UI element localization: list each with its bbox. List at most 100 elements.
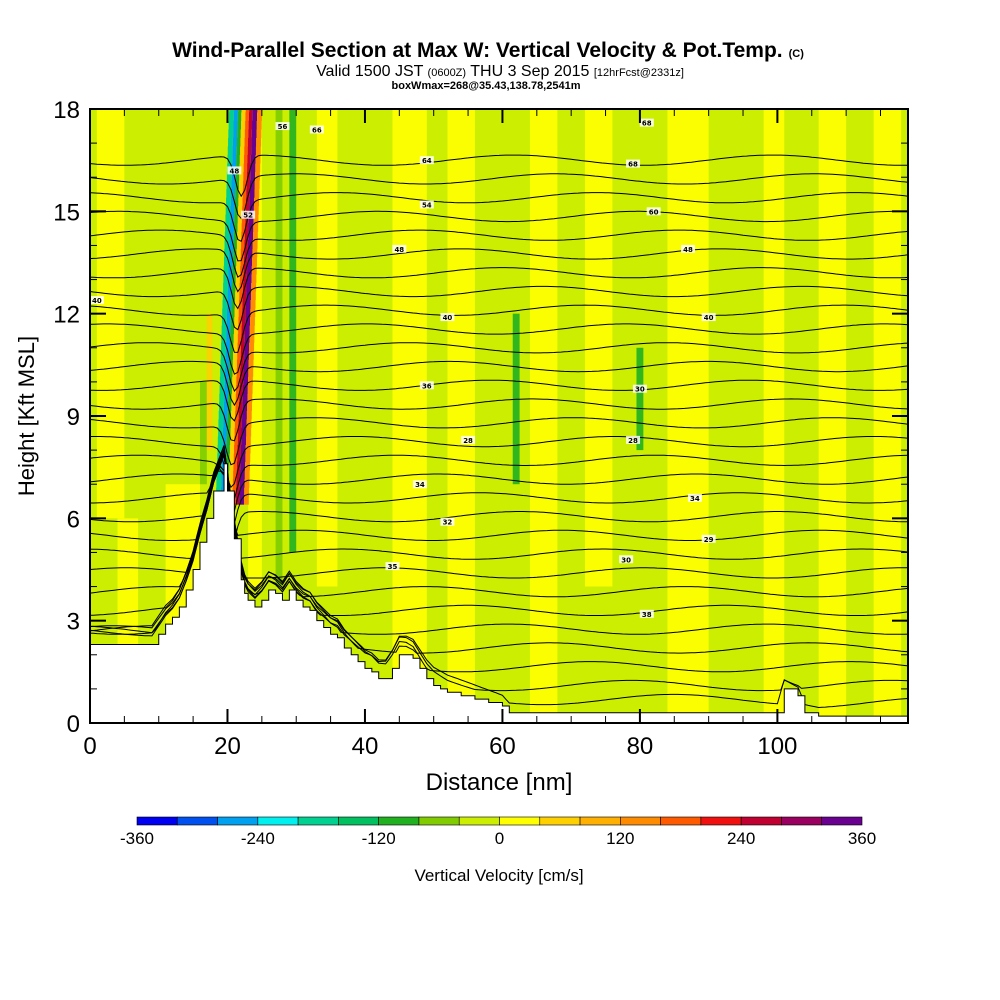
field-jet-cell <box>228 393 232 403</box>
contour-label-text: 32 <box>443 519 453 527</box>
field-jet-cell <box>237 120 242 130</box>
field-jet-cell <box>237 350 241 360</box>
field-jet-cell <box>243 154 248 164</box>
field-jet-cell <box>238 402 243 411</box>
field-jet-cell <box>244 342 250 352</box>
field-jet-cell <box>227 299 232 309</box>
field-jet-cell <box>248 231 254 241</box>
colorbar-tick-label: -240 <box>241 829 275 848</box>
contour-label: 60 <box>646 207 661 216</box>
contour-label: 48 <box>392 244 407 254</box>
colorbar-tick-label: -120 <box>362 829 396 848</box>
field-jet-cell <box>232 359 237 369</box>
field-jet-cell <box>225 342 230 352</box>
field-jet-cell <box>235 282 240 292</box>
field-jet-cell <box>217 308 223 318</box>
y-tick-label: 15 <box>53 199 80 226</box>
terrain <box>90 463 908 723</box>
field-jet-cell <box>230 333 234 343</box>
field-jet-cell <box>233 342 238 352</box>
field-jet-cell <box>241 427 247 437</box>
field-jet-cell <box>251 282 257 292</box>
field-jet-cell <box>242 308 246 318</box>
contour-label: 28 <box>461 435 476 445</box>
field-jet-cell <box>240 461 246 471</box>
field-jet-cell <box>242 291 247 301</box>
field-jet-cell <box>232 146 237 156</box>
theta-contour <box>90 417 908 466</box>
x-tick-label: 20 <box>214 733 241 760</box>
field-jet-cell <box>217 444 223 454</box>
y-tick-label: 18 <box>53 97 80 124</box>
field-jet-cell <box>245 444 251 454</box>
field-jet-cell <box>246 427 252 437</box>
field-jet-cell <box>221 188 227 198</box>
field-jet-cell <box>229 222 235 232</box>
field-jet-cell <box>237 444 241 454</box>
field-jet-cell <box>228 120 234 130</box>
field-jet-cell <box>245 316 251 326</box>
field-jet-cell <box>225 214 231 224</box>
field-jet-cell <box>229 350 234 360</box>
field-jet-cell <box>244 129 249 138</box>
contour-label: 48 <box>681 244 696 254</box>
field-jet-cell <box>256 129 262 138</box>
contour-label: 66 <box>309 125 324 134</box>
field-jet-cell <box>232 282 236 292</box>
field-jet-cell <box>239 478 245 488</box>
field-jet-cell <box>226 453 230 463</box>
field-jet-cell <box>234 419 239 428</box>
field-jet-cell <box>243 180 247 190</box>
field-jet-cell <box>224 384 229 394</box>
field-jet-cell <box>223 274 229 283</box>
colorbar-swatch <box>458 816 500 826</box>
field-jet-cell <box>231 188 236 198</box>
field-jet-cell <box>250 171 256 181</box>
field-jet-cell <box>251 265 257 275</box>
field-jet-cell <box>229 461 234 471</box>
contour-label-text: 30 <box>621 556 631 564</box>
field-jet-cell <box>252 109 258 113</box>
field-jet-cell <box>233 333 238 343</box>
field-jet-cell <box>243 274 247 283</box>
field-jet-cell <box>218 410 224 420</box>
field-jet-cell <box>234 427 239 437</box>
field-jet-cell <box>238 180 244 190</box>
field-jet-cell <box>240 359 244 369</box>
theta-contour <box>90 398 908 442</box>
field-jet-cell <box>222 154 228 164</box>
field-jet-cell <box>226 188 232 198</box>
field-jet-cell <box>244 350 249 360</box>
field-jet-cell <box>244 146 248 156</box>
field-jet-cell <box>250 154 256 164</box>
y-tick-label: 0 <box>67 711 80 738</box>
field-jet-cell <box>254 188 260 198</box>
field-jet-cell <box>250 163 256 173</box>
field-jet-cell <box>244 487 250 497</box>
field-jet-cell <box>237 112 242 121</box>
contour-label-text: 54 <box>422 202 432 210</box>
contour-label: 38 <box>639 609 654 619</box>
field-band <box>199 381 207 485</box>
field-jet-cell <box>240 257 244 266</box>
field-jet-cell <box>242 384 248 394</box>
field-jet-cell <box>220 205 226 215</box>
field-jet-cell <box>221 180 227 190</box>
theta-contour <box>90 154 908 198</box>
contour-label-text: 40 <box>704 314 714 322</box>
field-jet-cell <box>224 231 230 241</box>
field-jet-cell <box>226 333 231 343</box>
field-jet-cell <box>221 342 226 352</box>
field-jet-cell <box>247 154 251 164</box>
contour-label-text: 34 <box>415 481 425 489</box>
contour-label: 32 <box>440 517 455 527</box>
field-jet-cell <box>218 282 224 292</box>
field-jet-cell <box>244 248 248 258</box>
field-jet-cell <box>239 376 244 386</box>
field-jet-cell <box>245 120 249 130</box>
colorbar-label: Vertical Velocity [cm/s] <box>414 866 583 885</box>
field-jet-cell <box>256 137 262 147</box>
colorbar-swatch <box>700 816 742 826</box>
contour-label-text: 60 <box>649 208 659 216</box>
